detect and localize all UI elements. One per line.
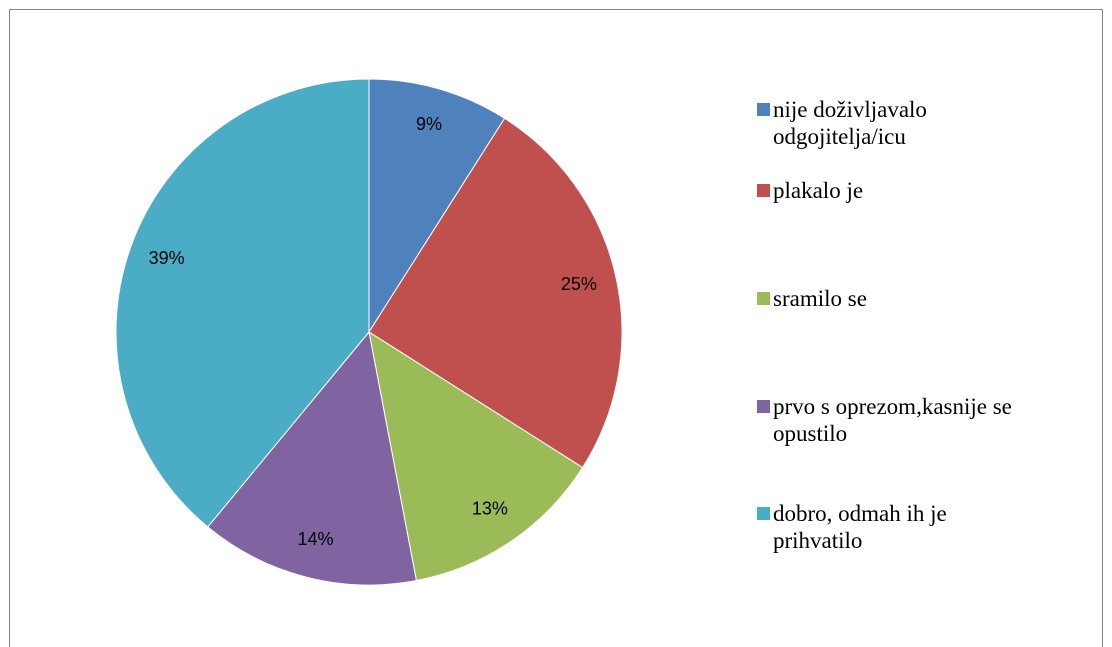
legend-label: nije doživljavalo odgojitelja/icu [773,97,927,149]
pie-slice [368,78,506,334]
data-label: 39% [149,248,185,268]
legend-swatch [757,400,770,413]
pie-slice [207,330,417,586]
pie-slice [115,78,370,528]
legend-swatch [757,507,770,520]
data-label: 25% [561,274,597,294]
legend-swatch [757,184,770,197]
legend-label: plakalo je [773,178,864,203]
legend-label: sramilo se [773,286,867,311]
data-label: 14% [298,529,334,549]
legend-swatch [757,292,770,305]
legend-entry: plakalo je [757,177,1027,204]
legend-entry: nije doživljavalo odgojitelja/icu [757,96,1027,150]
data-label: 9% [416,114,442,134]
legend-entry: prvo s oprezom,kasnije se opustilo [757,393,1027,447]
data-label: 13% [472,499,508,519]
legend-swatch [757,103,770,116]
pie-slice [368,330,584,582]
legend-entry: dobro, odmah ih je prihvatilo [757,500,1027,554]
pie-slice [368,117,623,469]
legend-label: dobro, odmah ih je prihvatilo [773,501,947,553]
legend-entry: sramilo se [757,285,1027,312]
chart-frame [9,9,1103,647]
legend-label: prvo s oprezom,kasnije se opustilo [773,394,1012,446]
